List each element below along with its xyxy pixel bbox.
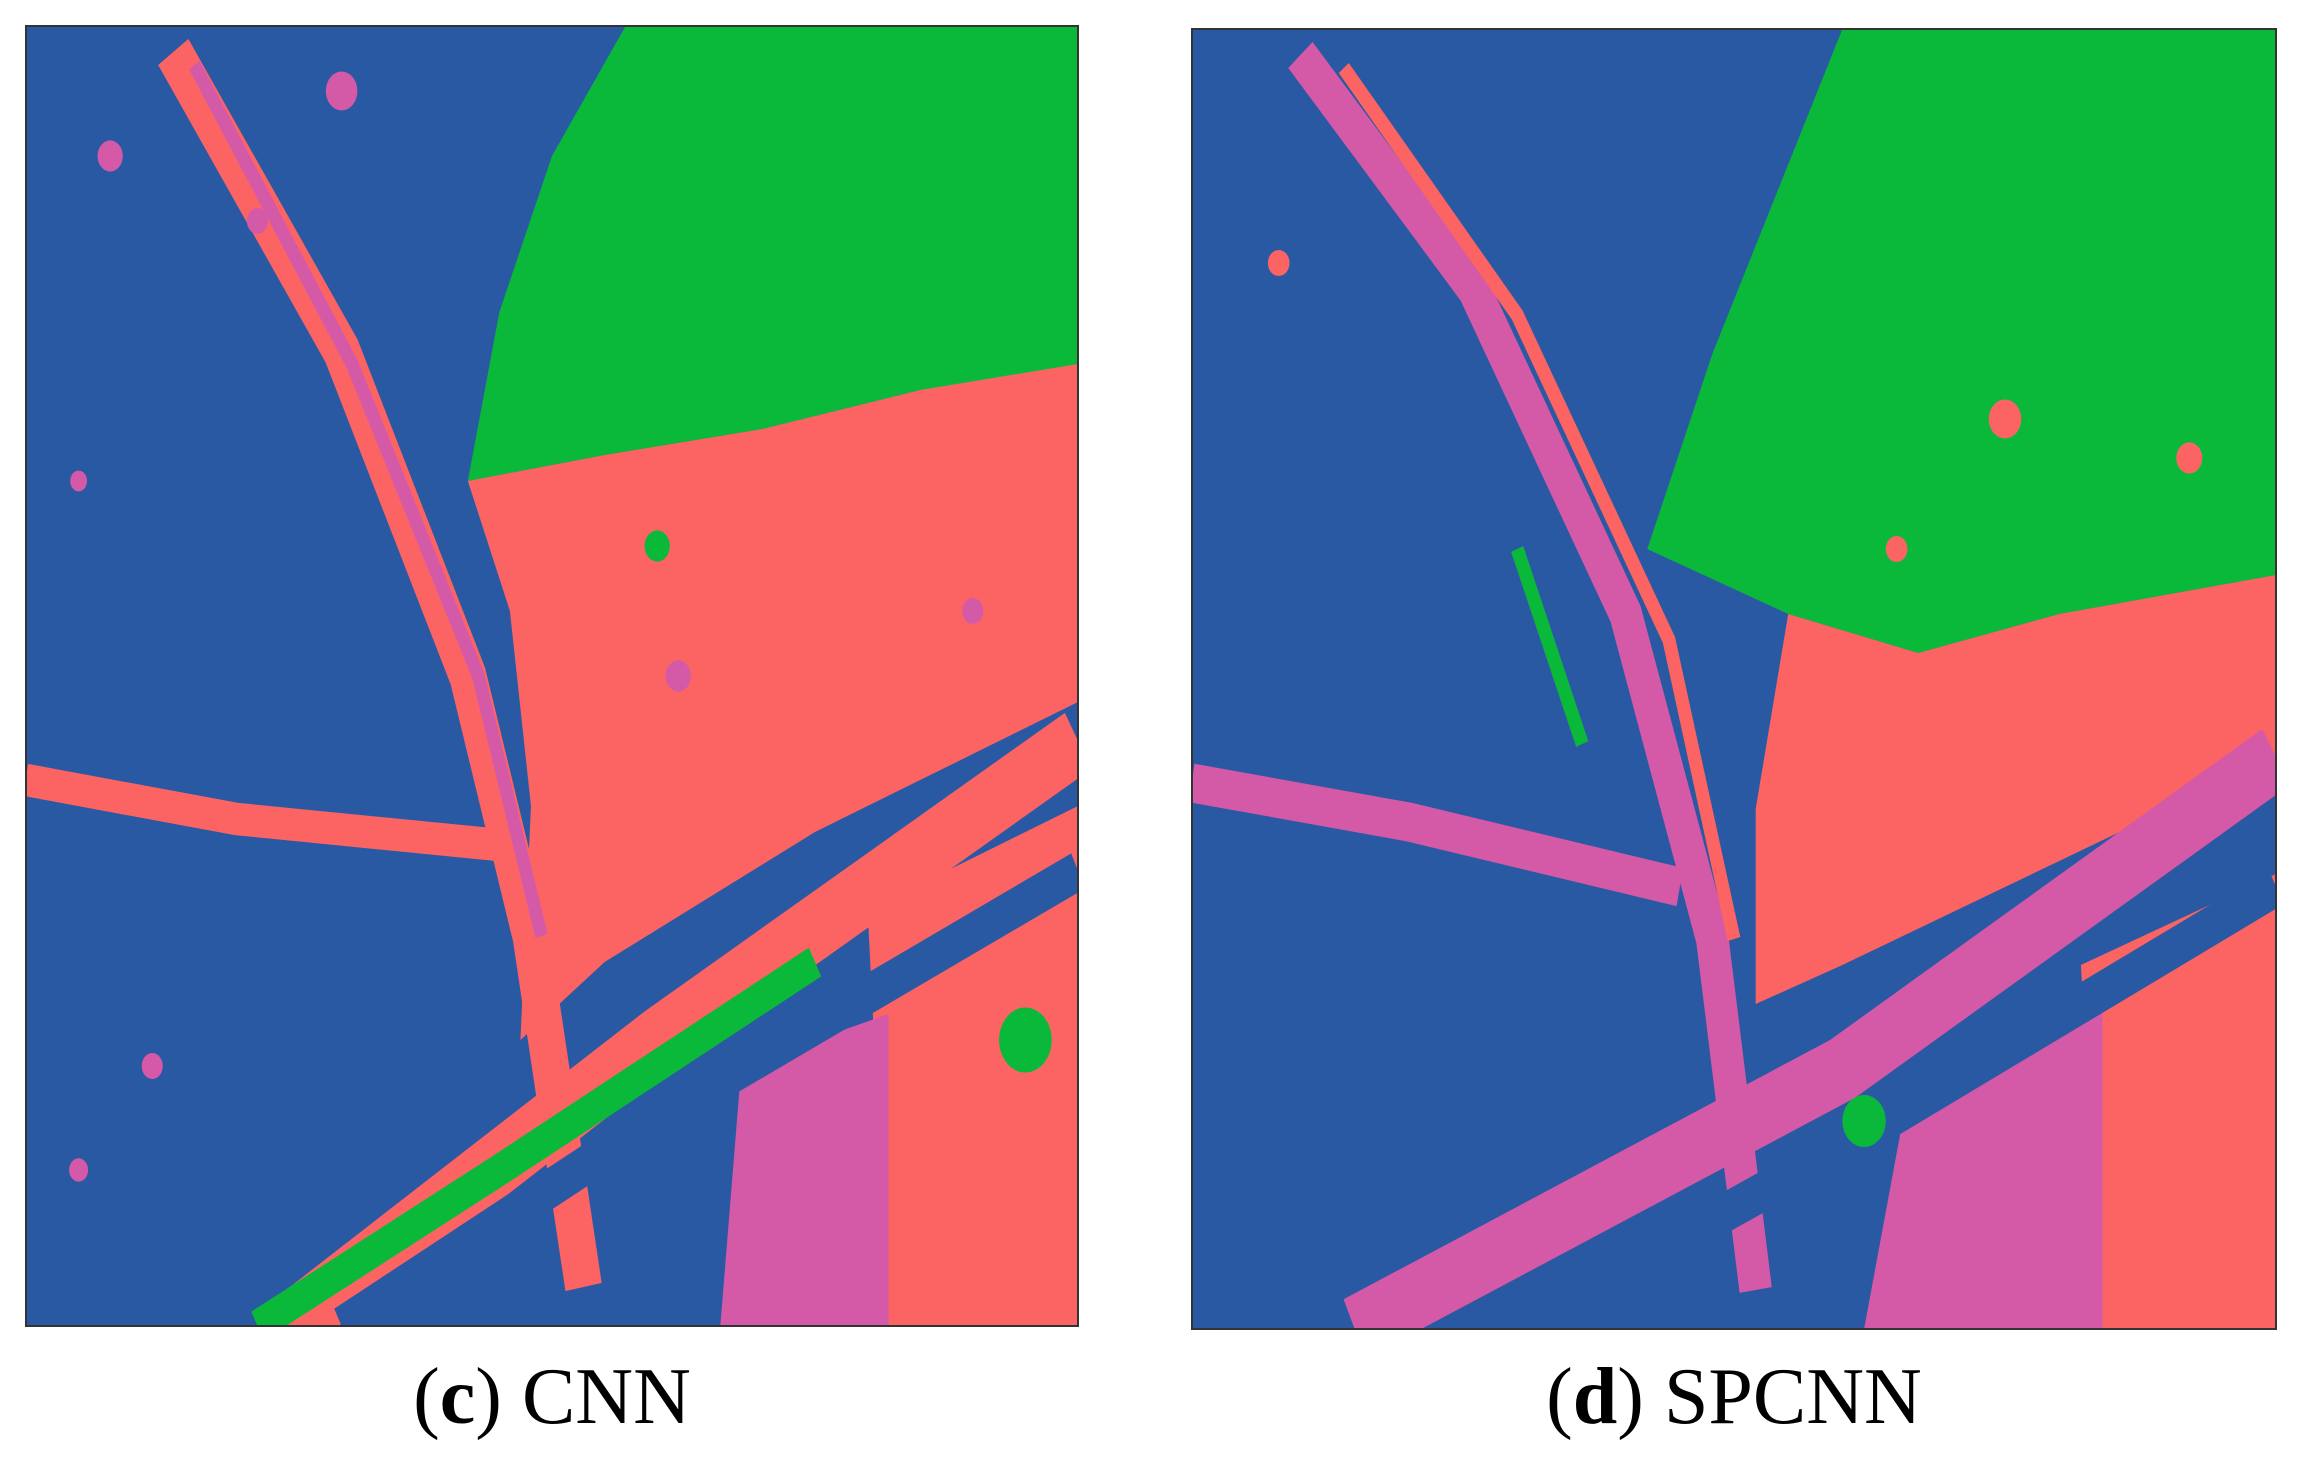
caption-paren: ( [413, 1353, 440, 1441]
classification-map [1192, 29, 2276, 1329]
caption-method: SPCNN [1663, 1353, 1922, 1441]
caption: (d) SPCNN [1192, 1352, 2276, 1443]
caption-letter: d [1572, 1353, 1618, 1441]
caption-letter: c [439, 1353, 476, 1441]
caption-paren: ) [1617, 1353, 1644, 1441]
caption-method: CNN [521, 1353, 691, 1441]
caption-paren: ) [475, 1353, 502, 1441]
classification-map [26, 26, 1078, 1326]
caption: (c) CNN [26, 1352, 1078, 1443]
caption-paren: ( [1546, 1353, 1573, 1441]
panel-frame [1191, 28, 2277, 1330]
figure [25, 25, 2277, 1330]
panel-frame [25, 25, 1079, 1327]
